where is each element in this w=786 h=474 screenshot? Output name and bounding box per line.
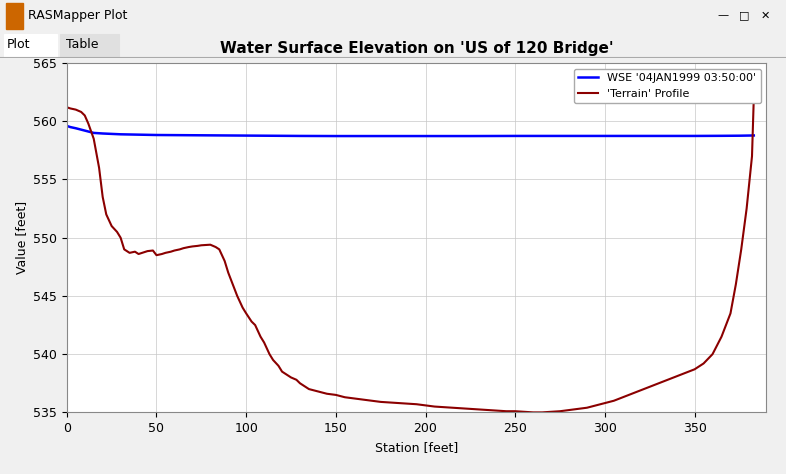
- WSE '04JAN1999 03:50:00': [331, 133, 340, 139]
- WSE '04JAN1999 03:50:00': [80, 128, 90, 133]
- WSE '04JAN1999 03:50:00': [421, 133, 430, 139]
- 'Terrain' Profile: [475, 407, 484, 412]
- 'Terrain' Profile: [528, 410, 538, 415]
- Bar: [4, 34, 57, 57]
- WSE '04JAN1999 03:50:00': [152, 132, 161, 138]
- WSE '04JAN1999 03:50:00': [66, 124, 75, 130]
- WSE '04JAN1999 03:50:00': [556, 133, 565, 139]
- WSE '04JAN1999 03:50:00': [62, 123, 72, 129]
- Line: 'Terrain' Profile: 'Terrain' Profile: [67, 98, 754, 412]
- Text: Table: Table: [66, 38, 99, 51]
- WSE '04JAN1999 03:50:00': [223, 133, 233, 138]
- WSE '04JAN1999 03:50:00': [71, 126, 80, 131]
- WSE '04JAN1999 03:50:00': [645, 133, 655, 139]
- WSE '04JAN1999 03:50:00': [735, 133, 744, 138]
- Text: Plot: Plot: [7, 38, 31, 51]
- Text: □: □: [739, 10, 750, 20]
- Bar: [60, 34, 119, 57]
- Y-axis label: Value [feet]: Value [feet]: [14, 201, 28, 274]
- 'Terrain' Profile: [439, 404, 448, 410]
- WSE '04JAN1999 03:50:00': [376, 133, 385, 139]
- 'Terrain' Profile: [654, 381, 663, 386]
- Line: WSE '04JAN1999 03:50:00': WSE '04JAN1999 03:50:00': [67, 126, 754, 136]
- Text: ✕: ✕: [761, 10, 770, 20]
- 'Terrain' Profile: [385, 400, 395, 405]
- Legend: WSE '04JAN1999 03:50:00', 'Terrain' Profile: WSE '04JAN1999 03:50:00', 'Terrain' Prof…: [574, 69, 761, 103]
- WSE '04JAN1999 03:50:00': [188, 132, 197, 138]
- WSE '04JAN1999 03:50:00': [511, 133, 520, 139]
- WSE '04JAN1999 03:50:00': [601, 133, 610, 139]
- Title: Water Surface Elevation on 'US of 120 Bridge': Water Surface Elevation on 'US of 120 Br…: [220, 41, 613, 56]
- X-axis label: Station [feet]: Station [feet]: [375, 441, 458, 454]
- WSE '04JAN1999 03:50:00': [465, 133, 475, 139]
- Bar: [6, 3, 23, 29]
- WSE '04JAN1999 03:50:00': [259, 133, 269, 138]
- WSE '04JAN1999 03:50:00': [717, 133, 726, 139]
- WSE '04JAN1999 03:50:00': [116, 131, 125, 137]
- WSE '04JAN1999 03:50:00': [98, 131, 108, 137]
- WSE '04JAN1999 03:50:00': [296, 133, 305, 139]
- 'Terrain' Profile: [376, 399, 385, 405]
- Text: RASMapper Plot: RASMapper Plot: [28, 9, 127, 22]
- WSE '04JAN1999 03:50:00': [89, 130, 98, 136]
- WSE '04JAN1999 03:50:00': [690, 133, 700, 139]
- 'Terrain' Profile: [749, 95, 758, 101]
- WSE '04JAN1999 03:50:00': [749, 133, 758, 138]
- Text: —: —: [718, 10, 729, 20]
- 'Terrain' Profile: [62, 104, 72, 110]
- 'Terrain' Profile: [76, 109, 86, 115]
